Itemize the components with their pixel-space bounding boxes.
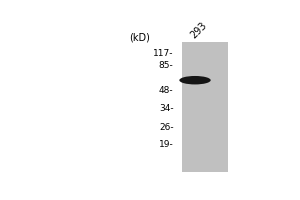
Text: 26-: 26-: [159, 123, 173, 132]
Ellipse shape: [179, 76, 211, 84]
Text: (kD): (kD): [129, 33, 150, 43]
Text: 117-: 117-: [153, 49, 173, 58]
Text: 85-: 85-: [159, 61, 173, 70]
Text: 19-: 19-: [159, 140, 173, 149]
Text: 34-: 34-: [159, 104, 173, 113]
Text: 48-: 48-: [159, 86, 173, 95]
Bar: [182, 42, 228, 172]
Text: 293: 293: [189, 20, 209, 41]
